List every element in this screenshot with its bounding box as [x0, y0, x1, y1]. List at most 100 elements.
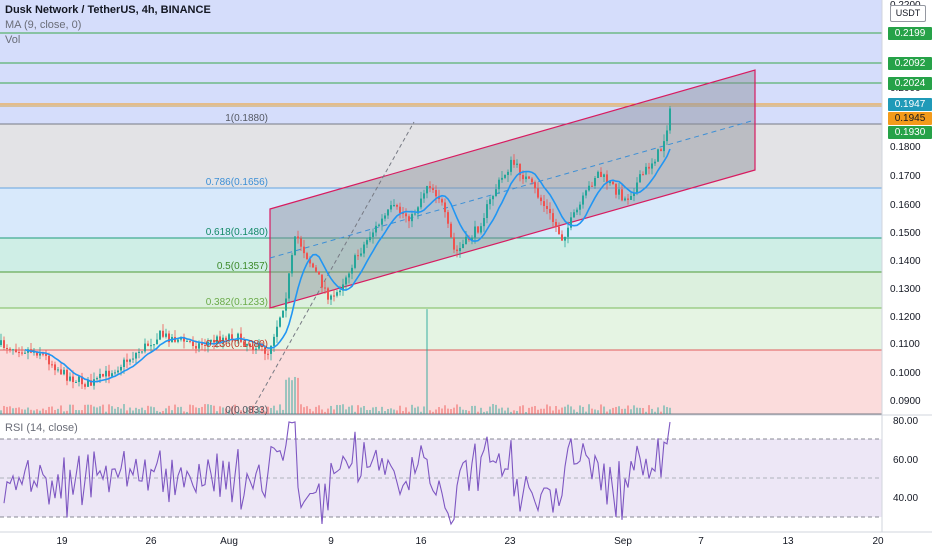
volume-bar: [144, 410, 146, 414]
volume-bar: [573, 409, 575, 414]
candle-body: [129, 359, 131, 362]
candle-body: [150, 345, 152, 347]
candle-body: [579, 204, 581, 210]
volume-bar: [426, 309, 428, 414]
volume-bar: [69, 404, 71, 414]
volume-bar: [591, 408, 593, 414]
volume-bar: [36, 409, 38, 414]
symbol-title[interactable]: Dusk Network / TetherUS, 4h, BINANCE: [5, 4, 211, 16]
volume-bar: [663, 405, 665, 414]
candle-body: [573, 212, 575, 218]
volume-bar: [582, 406, 584, 414]
volume-bar: [72, 404, 74, 414]
volume-bar: [120, 408, 122, 414]
volume-bar: [297, 377, 299, 414]
time-axis[interactable]: 19 26 Aug 9 16 23 Sep 7 13 20: [56, 536, 884, 547]
volume-bar: [300, 404, 302, 414]
volume-bar: [669, 407, 671, 414]
volume-bar: [159, 411, 161, 414]
volume-bar: [606, 411, 608, 414]
volume-bar: [432, 411, 434, 414]
volume-bar: [150, 406, 152, 414]
volume-bar: [309, 408, 311, 414]
candle-body: [330, 295, 332, 300]
volume-bar: [639, 407, 641, 414]
candle-body: [216, 336, 218, 343]
volume-bar: [618, 406, 620, 414]
price-tick: 0.1100: [890, 339, 920, 350]
candlesticks: [0, 105, 671, 390]
volume-indicator-label[interactable]: Vol: [5, 34, 21, 46]
volume-bar: [54, 409, 56, 414]
volume-bar: [9, 406, 11, 414]
candle-body: [279, 317, 281, 327]
candle-body: [582, 195, 584, 205]
rsi-scale[interactable]: 80.00 60.00 40.00: [893, 416, 918, 504]
volume-bar: [126, 410, 128, 414]
volume-bar: [147, 405, 149, 414]
time-tick: 7: [698, 536, 704, 547]
volume-bar: [339, 405, 341, 414]
candle-body: [570, 217, 572, 228]
price-tick: 0.0900: [890, 396, 921, 407]
candle-body: [66, 369, 68, 381]
volume-bar: [222, 407, 224, 414]
volume-bar: [456, 404, 458, 414]
volume-bar: [552, 410, 554, 414]
volume-bar: [390, 408, 392, 414]
volume-bar: [381, 406, 383, 414]
candle-body: [87, 380, 89, 387]
price-tick: 0.1800: [890, 142, 921, 153]
candle-body: [471, 237, 473, 240]
candle-body: [408, 216, 410, 222]
time-tick: 16: [415, 536, 427, 547]
candle-body: [486, 204, 488, 219]
rsi-tick: 80.00: [893, 416, 918, 427]
volume-bar: [189, 404, 191, 414]
volume-bar: [321, 409, 323, 414]
volume-bar: [273, 405, 275, 414]
candle-body: [222, 337, 224, 343]
volume-bar: [249, 406, 251, 414]
candle-body: [195, 346, 197, 349]
volume-bar: [369, 409, 371, 414]
candle-body: [447, 212, 449, 224]
candle-body: [18, 352, 20, 354]
volume-bar: [3, 405, 5, 414]
volume-bar: [132, 410, 134, 414]
channel-midline: [269, 119, 756, 259]
candle-body: [339, 290, 341, 293]
candle-body: [369, 237, 371, 241]
volume-bar: [621, 408, 623, 414]
candle-body: [240, 333, 242, 342]
rsi-indicator-label[interactable]: RSI (14, close): [5, 422, 78, 434]
volume-bar: [480, 407, 482, 414]
candle-body: [111, 373, 113, 377]
candle-body: [480, 226, 482, 233]
volume-bar: [219, 406, 221, 414]
volume-bar: [87, 404, 89, 414]
candle-body: [549, 208, 551, 214]
candle-body: [552, 213, 554, 222]
candle-body: [615, 184, 617, 195]
volume-bar: [642, 408, 644, 414]
volume-bar: [66, 410, 68, 414]
time-tick: 9: [328, 536, 334, 547]
volume-bar: [93, 406, 95, 414]
candle-body: [387, 209, 389, 216]
candle-body: [627, 198, 629, 200]
candle-body: [621, 189, 623, 201]
volume-bar: [153, 407, 155, 414]
volume-bar: [102, 404, 104, 414]
currency-button[interactable]: USDT: [890, 5, 926, 22]
candle-body: [435, 189, 437, 197]
volume-bar: [423, 406, 425, 414]
candle-body: [597, 171, 599, 179]
rsi-tick: 60.00: [893, 455, 918, 466]
candle-body: [255, 348, 257, 350]
volume-bar: [33, 410, 35, 414]
ma-indicator-label[interactable]: MA (9, close, 0): [5, 19, 82, 31]
candle-body: [657, 149, 659, 162]
volume-bar: [27, 407, 29, 414]
